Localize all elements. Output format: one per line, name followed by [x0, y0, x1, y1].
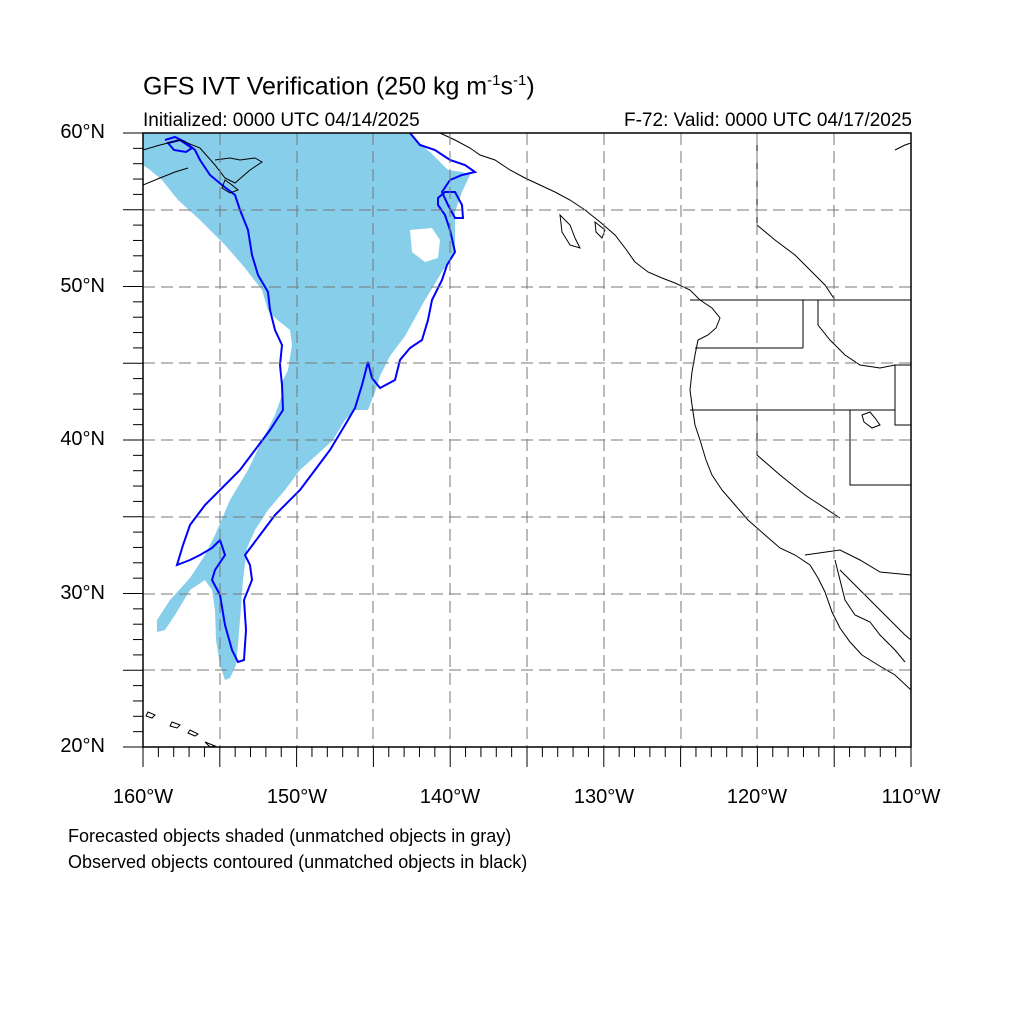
valid-time-label: F-72: Valid: 0000 UTC 04/17/2025	[624, 110, 912, 131]
lat-label-40n: 40°N	[60, 428, 105, 450]
lat-label-20n: 20°N	[60, 735, 105, 757]
lon-label-160w: 160°W	[112, 786, 174, 808]
init-time-label: Initialized: 0000 UTC 04/14/2025	[143, 110, 420, 131]
lon-label-120w: 120°W	[726, 786, 788, 808]
lon-label-110w: 110°W	[881, 786, 941, 808]
observed-legend-note: Observed objects contoured (unmatched ob…	[68, 852, 528, 872]
coastlines	[143, 133, 911, 747]
lat-label-50n: 50°N	[60, 275, 105, 297]
grid-lines	[143, 133, 911, 747]
observed-ivt-contour	[164, 133, 478, 664]
map-title: GFS IVT Verification (250 kg m-1s-1)	[143, 72, 535, 101]
lat-label-60n: 60°N	[60, 121, 105, 143]
lon-label-140w: 140°W	[419, 786, 481, 808]
forecast-ivt-object	[143, 133, 470, 680]
axis-ticks	[123, 132, 912, 767]
political-boundaries	[690, 133, 911, 576]
lat-label-30n: 30°N	[60, 582, 105, 604]
forecast-legend-note: Forecasted objects shaded (unmatched obj…	[68, 826, 512, 846]
lon-label-150w: 150°W	[266, 786, 328, 808]
lon-label-130w: 130°W	[573, 786, 635, 808]
